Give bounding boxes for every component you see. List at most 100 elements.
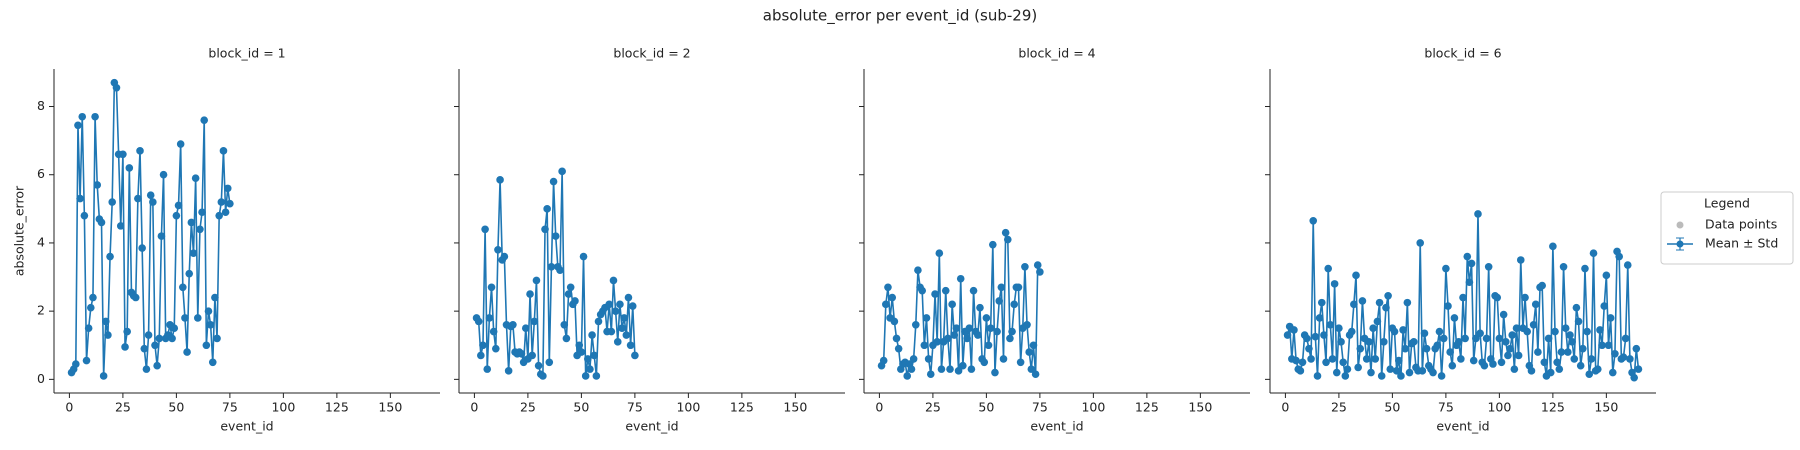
point [142, 365, 151, 373]
point [494, 245, 502, 254]
point [1305, 344, 1313, 353]
point [1555, 365, 1564, 373]
point [1036, 268, 1044, 276]
point [125, 164, 134, 172]
x-tick-label: 75 [1438, 400, 1454, 415]
point [187, 218, 196, 227]
point [1439, 334, 1448, 343]
point [959, 361, 967, 370]
point [976, 303, 984, 312]
legend-label: Mean ± Std [1705, 236, 1778, 251]
point [1484, 263, 1493, 271]
point [474, 317, 483, 326]
point [213, 334, 221, 343]
point [1615, 252, 1623, 261]
point [528, 351, 536, 360]
x-tick-label: 150 [1188, 400, 1212, 415]
point [933, 338, 941, 346]
point [1330, 280, 1339, 288]
point [487, 283, 496, 292]
point [74, 121, 82, 130]
point [956, 274, 965, 283]
point [894, 344, 903, 353]
point [155, 334, 164, 343]
x-axis-label: event_id [1436, 419, 1489, 434]
panel-title: block_id = 1 [208, 46, 285, 61]
x-axis-label: event_id [625, 419, 678, 434]
point [1010, 300, 1019, 309]
point [963, 334, 971, 343]
point [183, 348, 191, 356]
point [477, 351, 485, 360]
point [1384, 292, 1392, 300]
point [1611, 349, 1619, 358]
point [946, 365, 954, 373]
point [631, 351, 639, 360]
point [496, 176, 504, 184]
point [1457, 355, 1465, 363]
legend: Legend Data points Mean ± Std [1660, 191, 1794, 265]
point [1493, 293, 1502, 302]
point [1495, 334, 1504, 343]
point [560, 320, 569, 329]
point [200, 116, 209, 124]
x-tick-label: 75 [222, 400, 238, 415]
point [1416, 239, 1425, 247]
point [104, 331, 112, 339]
point [1604, 341, 1613, 350]
point [564, 290, 573, 298]
point [191, 174, 200, 182]
point [1324, 264, 1332, 273]
point [1377, 372, 1386, 380]
point [1332, 368, 1341, 377]
point [1576, 361, 1585, 370]
point [1444, 302, 1452, 310]
point [1420, 329, 1429, 338]
point [882, 300, 890, 309]
x-tick-label: 150 [378, 400, 402, 415]
point [1397, 372, 1405, 380]
point [577, 348, 586, 356]
point [530, 317, 539, 326]
point [534, 361, 543, 370]
point [1504, 351, 1512, 360]
point [1538, 281, 1546, 290]
point [626, 341, 635, 350]
point [607, 327, 616, 336]
x-tick-label: 0 [470, 400, 478, 415]
x-tick-label: 25 [520, 400, 536, 415]
point [609, 276, 618, 285]
point [1375, 298, 1384, 307]
point [1561, 324, 1570, 333]
x-tick-label: 125 [1135, 400, 1159, 415]
x-tick-label: 25 [1331, 400, 1347, 415]
point [1566, 331, 1574, 339]
point [481, 225, 489, 234]
point [624, 293, 633, 302]
point [1572, 303, 1581, 312]
point [986, 324, 995, 333]
point [1422, 344, 1431, 353]
point [1510, 365, 1519, 373]
point [1347, 327, 1356, 336]
figure-title: absolute_error per event_id (sub-29) [763, 7, 1037, 26]
point [1008, 327, 1016, 336]
point [1339, 358, 1347, 367]
point [1382, 303, 1390, 312]
point [1315, 314, 1324, 322]
point [1001, 228, 1010, 237]
x-tick-label: 25 [925, 400, 941, 415]
point [1418, 367, 1427, 375]
point [1634, 365, 1643, 373]
point [909, 355, 918, 363]
legend-marker [1676, 240, 1684, 248]
point [920, 341, 929, 350]
point [1469, 356, 1478, 365]
y-tick-label: 8 [37, 98, 45, 113]
point [1380, 338, 1388, 346]
point [1553, 358, 1561, 367]
point [1296, 367, 1305, 375]
y-axis-label: absolute_error [12, 185, 27, 276]
point [1442, 264, 1450, 273]
